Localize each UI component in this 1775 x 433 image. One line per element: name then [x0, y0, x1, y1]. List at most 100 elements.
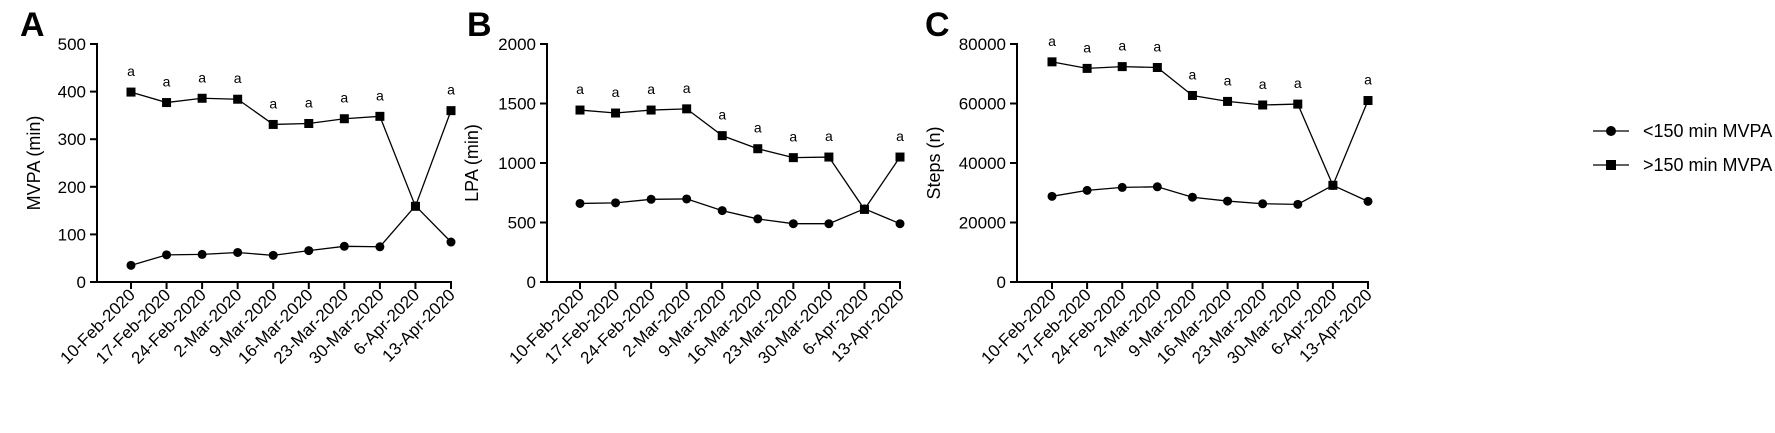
- data-point: [646, 105, 656, 115]
- series-line: [1051, 184, 1369, 206]
- panel-letter: A: [20, 6, 45, 44]
- data-point: [162, 250, 172, 260]
- data-point: [717, 131, 727, 141]
- series-line: [130, 204, 452, 266]
- significance-annotation: a: [447, 82, 455, 98]
- data-point: [233, 247, 243, 257]
- significance-annotation: a: [896, 128, 904, 144]
- data-point: [268, 250, 278, 260]
- y-tick-label: 400: [58, 83, 86, 102]
- data-point: [824, 219, 834, 229]
- y-tick-label: 0: [77, 273, 86, 292]
- data-point: [1293, 99, 1303, 109]
- data-point: [126, 87, 136, 97]
- y-tick-label: 0: [997, 273, 1006, 292]
- significance-annotation: a: [376, 87, 384, 103]
- significance-annotation: a: [647, 81, 655, 97]
- data-point: [1223, 196, 1233, 206]
- data-point: [717, 206, 727, 216]
- data-point: [611, 198, 621, 208]
- significance-annotation: a: [1224, 72, 1232, 88]
- series-below-150: [575, 194, 905, 229]
- data-point: [682, 104, 692, 114]
- y-tick-label: 100: [58, 225, 86, 244]
- data-point: [339, 241, 349, 251]
- data-point: [895, 152, 905, 162]
- data-point: [1152, 182, 1162, 192]
- data-point: [446, 237, 456, 247]
- data-point: [197, 93, 207, 103]
- y-axis-title: LPA (min): [462, 124, 482, 202]
- series-above-150: [575, 104, 905, 214]
- data-point: [1117, 62, 1127, 72]
- significance-annotation: a: [754, 120, 762, 136]
- significance-annotation: a: [1294, 75, 1302, 91]
- y-tick-label: 20000: [959, 214, 1006, 233]
- data-point: [1363, 196, 1373, 206]
- data-point: [375, 111, 385, 121]
- data-point: [1047, 191, 1057, 201]
- significance-annotation: a: [1048, 33, 1056, 49]
- y-tick-label: 40000: [959, 154, 1006, 173]
- series-above-150: [126, 87, 456, 211]
- significance-annotation: a: [198, 69, 206, 85]
- data-point: [788, 219, 798, 229]
- significance-annotation: a: [234, 70, 242, 86]
- data-point: [339, 114, 349, 124]
- data-point: [1187, 192, 1197, 202]
- data-point: [1187, 90, 1197, 100]
- y-tick-label: 1500: [498, 95, 536, 114]
- data-point: [1047, 57, 1057, 67]
- series-line: [130, 91, 452, 209]
- y-tick-label: 500: [58, 35, 86, 54]
- data-point: [304, 246, 314, 256]
- data-point: [375, 242, 385, 252]
- data-point: [410, 201, 420, 211]
- y-tick-label: 200: [58, 178, 86, 197]
- series-line: [579, 198, 901, 225]
- data-point: [646, 194, 656, 204]
- significance-annotation: a: [1259, 76, 1267, 92]
- data-point: [126, 260, 136, 270]
- data-point: [753, 214, 763, 224]
- data-point: [1363, 96, 1373, 106]
- data-point: [895, 219, 905, 229]
- data-point: [1082, 185, 1092, 195]
- panel-letter: C: [925, 6, 950, 44]
- significance-annotation: a: [718, 107, 726, 123]
- significance-annotation: a: [127, 63, 135, 79]
- legend-item-square: >150 min MVPA: [1593, 155, 1772, 175]
- significance-annotation: a: [163, 74, 171, 90]
- data-point: [1117, 182, 1127, 192]
- y-tick-label: 300: [58, 130, 86, 149]
- significance-annotation: a: [683, 80, 691, 96]
- data-point: [233, 94, 243, 104]
- data-point: [268, 119, 278, 129]
- data-point: [304, 118, 314, 128]
- data-point: [788, 153, 798, 163]
- significance-annotation: a: [1153, 39, 1161, 55]
- series-line: [579, 108, 901, 211]
- panel-letter: B: [467, 6, 492, 44]
- data-point: [1328, 180, 1338, 190]
- y-tick-label: 0: [527, 273, 536, 292]
- significance-annotation: a: [1083, 39, 1091, 55]
- significance-annotation: a: [825, 128, 833, 144]
- y-tick-label: 2000: [498, 35, 536, 54]
- series-above-150: [1047, 57, 1373, 190]
- y-tick-label: 1000: [498, 154, 536, 173]
- data-point: [1293, 199, 1303, 209]
- significance-annotation: a: [1118, 38, 1126, 54]
- y-tick-label: 60000: [959, 95, 1006, 114]
- data-point: [1258, 100, 1268, 110]
- y-axis-title: MVPA (min): [24, 116, 44, 211]
- significance-annotation: a: [269, 95, 277, 111]
- legend-label: >150 min MVPA: [1643, 155, 1772, 175]
- data-point: [197, 249, 207, 259]
- data-point: [575, 105, 585, 115]
- data-point: [1223, 96, 1233, 106]
